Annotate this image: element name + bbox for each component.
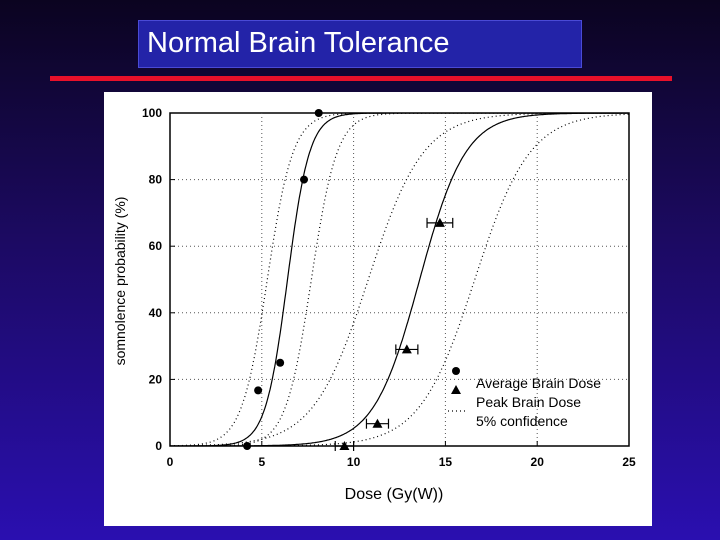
chart-panel: 0 5 10 15 20 25 0 20 40 60 80 100 Average Brain Dose…	[104, 92, 652, 526]
y-tick-label: 0	[155, 439, 162, 453]
data-point-circle	[276, 358, 285, 367]
y-axis-label: somnolence probability (%)	[112, 196, 128, 366]
fit-curve	[170, 113, 629, 446]
data-point-circle	[243, 442, 252, 450]
x-tick-label: 20	[531, 455, 545, 469]
legend-label: Average Brain Dose	[476, 375, 601, 391]
data-point-circle	[314, 109, 323, 117]
x-axis-label: Dose (Gy(W))	[344, 486, 444, 503]
data-point-circle	[254, 386, 263, 395]
legend-marker-triangle	[451, 385, 461, 394]
data-point-triangle	[339, 441, 350, 450]
title-underline	[50, 76, 672, 81]
x-tick-label: 15	[439, 455, 453, 469]
x-tick-label: 25	[622, 455, 636, 469]
data-point-triangle	[401, 344, 412, 354]
y-tick-label: 20	[149, 372, 163, 386]
data-point-triangle	[434, 217, 445, 227]
y-tick-label: 40	[149, 306, 163, 320]
x-tick-label: 0	[167, 455, 174, 469]
chart-svg: 0 5 10 15 20 25 0 20 40 60 80 100 Average Brain Dose…	[142, 106, 636, 469]
y-tick-label: 100	[142, 106, 162, 120]
x-tick-label: 10	[347, 455, 361, 469]
legend-marker-circle	[452, 367, 460, 375]
data-point-circle	[300, 175, 309, 184]
data-point-triangle	[372, 418, 383, 428]
slide-title: Normal Brain Tolerance	[147, 27, 450, 59]
x-tick-label: 5	[258, 455, 265, 469]
y-tick-label: 60	[149, 239, 163, 253]
y-tick-label: 80	[149, 173, 163, 187]
legend-label: 5% confidence	[476, 413, 568, 429]
slide-title-box: Normal Brain Tolerance	[138, 20, 582, 68]
legend-label: Peak Brain Dose	[476, 394, 581, 410]
